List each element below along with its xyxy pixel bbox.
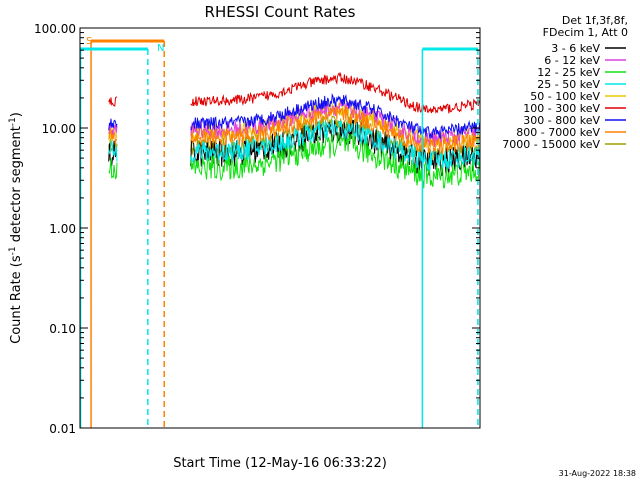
chart-title: RHESSI Count Rates [205,3,356,21]
series-trace [108,71,481,115]
legend-label: 100 - 300 keV [523,102,600,115]
legend-label: 7000 - 15000 keV [502,138,600,151]
series-trace [108,92,481,139]
legend-label: 50 - 100 keV [530,90,600,103]
y-tick-label: 10.00 [42,122,76,136]
y-tick-label: 0.10 [49,322,76,336]
y-tick-label: 100.00 [34,22,76,36]
data-traces [108,71,481,189]
series-trace [108,119,481,171]
y-tick-label: 0.01 [49,422,76,436]
legend-label: 25 - 50 keV [537,78,600,91]
series-trace [108,106,481,155]
night-flag-label: N [157,43,164,54]
legend-label: 3 - 6 keV [551,42,600,55]
y-axis-label: Count Rate (s-1 detector segment-1) [8,112,24,344]
y-axis: 0.01 0.10 1.00 10.00 100.00 [34,22,480,436]
plot-frame [79,27,481,429]
legend-label: 6 - 12 keV [544,54,600,67]
legend-header: Det 1f,3f,8f, [562,14,628,27]
legend-label: 800 - 7000 keV [516,126,600,139]
footer-timestamp: 31-Aug-2022 18:38 [559,469,636,478]
saa-flag-label: S [86,36,92,47]
legend-label: 12 - 25 keV [537,66,600,79]
series-trace [108,132,481,189]
legend-label: 300 - 800 keV [523,114,600,127]
y-tick-label: 1.00 [49,222,76,236]
x-axis-label: Start Time (12-May-16 06:33:22) [173,456,387,471]
legend-header: FDecim 1, Att 0 [543,26,628,39]
flag-markers: SN [79,36,479,428]
